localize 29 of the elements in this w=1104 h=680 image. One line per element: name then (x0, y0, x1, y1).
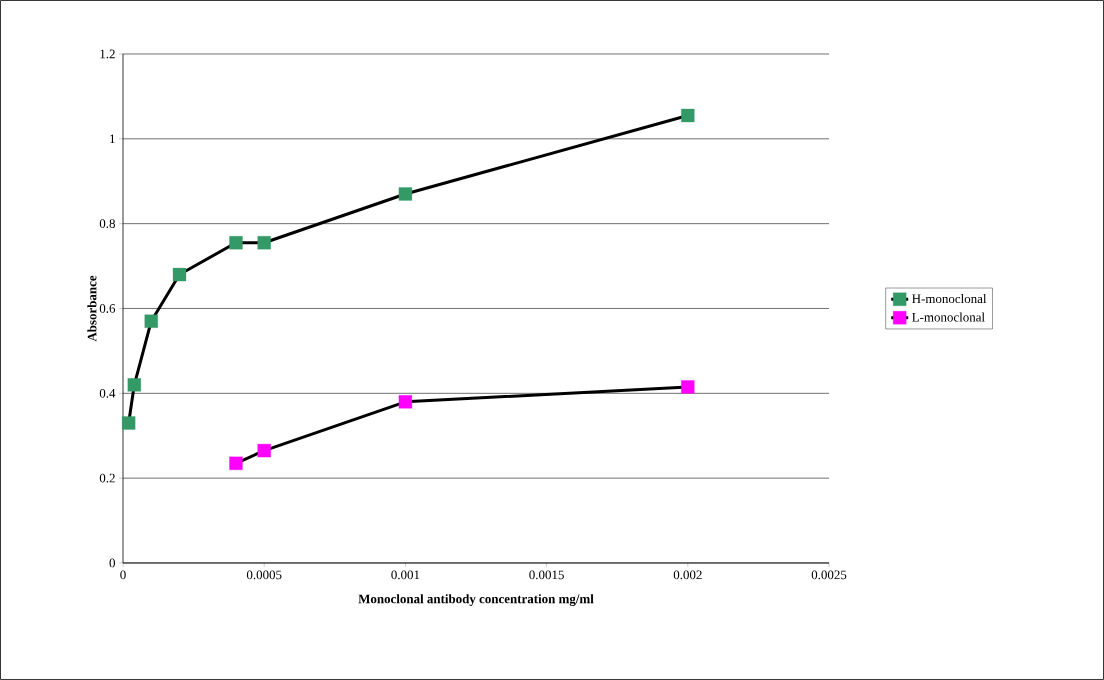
point (172, 267, 187, 282)
y-tick-label: 0.2 (99, 473, 115, 483)
y-tick-label: 0.6 (99, 304, 116, 313)
point (257, 443, 271, 458)
y-axis-title: Absorbance (87, 275, 97, 342)
point (681, 380, 695, 394)
y-tick-label: 1.2 (100, 49, 115, 59)
y-tick-label: 0.8 (99, 219, 115, 229)
point (398, 395, 413, 409)
y-tick-label: 0.4 (99, 388, 116, 398)
legend-label: H-monoclonal (912, 294, 987, 304)
y-tick-label: 1 (110, 134, 115, 144)
point (257, 236, 271, 250)
x-tick-label: 0.002 (673, 570, 702, 580)
point (398, 187, 413, 201)
point (122, 416, 136, 430)
x-axis-title: Monoclonal antibody concentration mg/ml (358, 594, 594, 606)
point (681, 108, 695, 123)
point (127, 378, 141, 392)
x-tick-label: 0.0025 (811, 570, 847, 580)
x-tick-label: 0.0005 (246, 570, 282, 580)
legend-label: L-monoclonal (912, 312, 985, 322)
y-tick-label: 0 (109, 558, 115, 568)
x-tick-label: 0.001 (391, 570, 420, 580)
point (229, 456, 243, 470)
point (144, 314, 158, 328)
x-tick-label: 0 (120, 570, 126, 580)
point (229, 236, 243, 250)
x-tick-label: 0.0015 (529, 570, 564, 580)
